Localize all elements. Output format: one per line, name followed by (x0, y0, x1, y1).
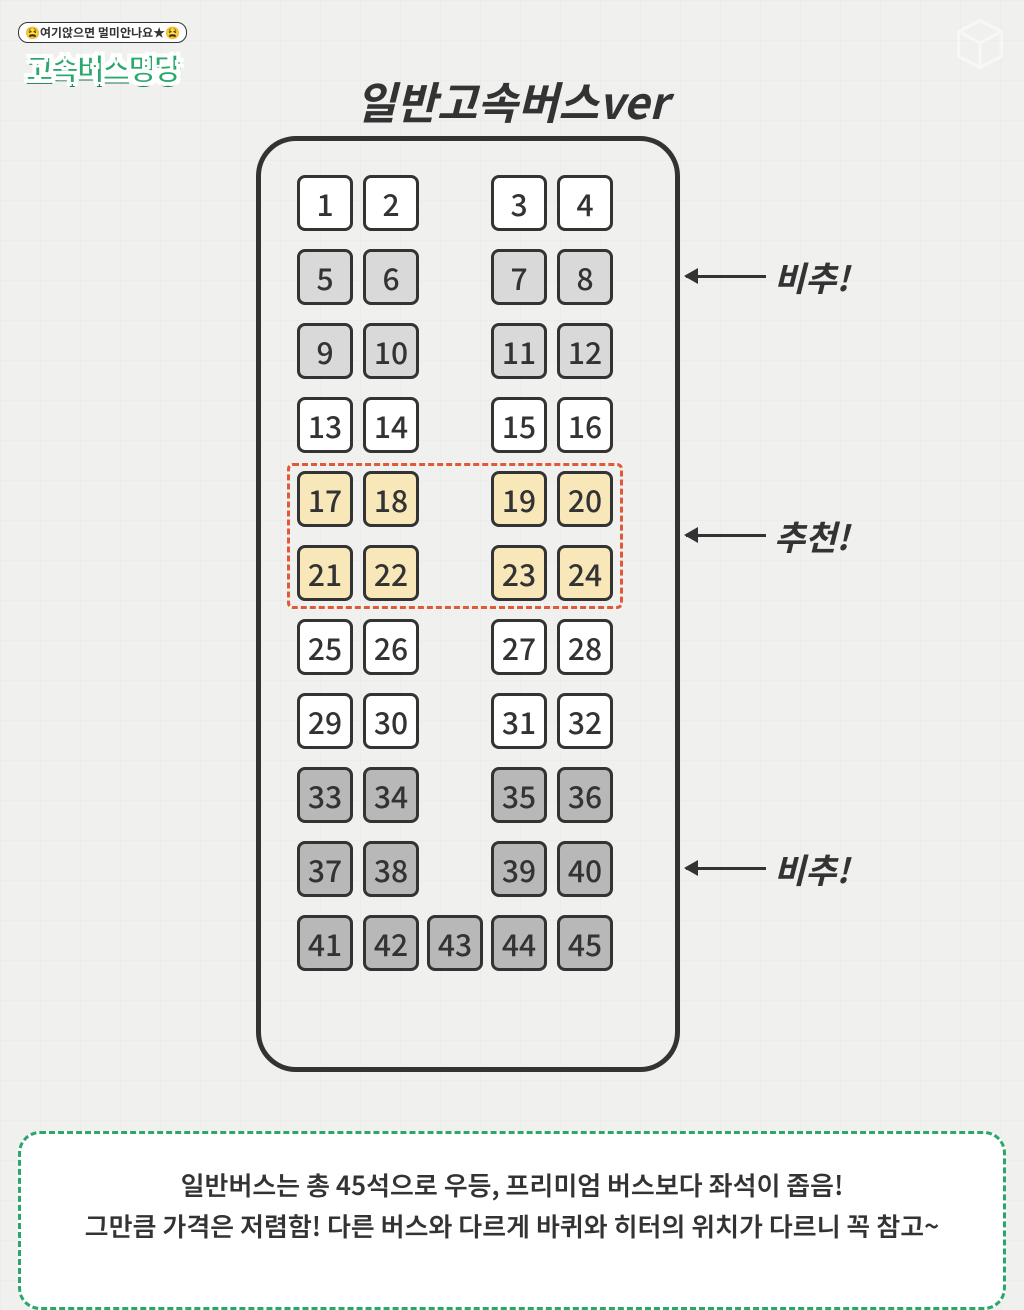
seat-16: 16 (557, 397, 613, 453)
seat-28: 28 (557, 619, 613, 675)
arrow-icon (686, 275, 766, 278)
seat-32: 32 (557, 693, 613, 749)
annotation-label: 비추! (774, 844, 849, 893)
footer-line-2: 그만큼 가격은 저렴함! 다른 버스와 다르게 바퀴와 히터의 위치가 다르니 … (41, 1205, 983, 1247)
seat-10: 10 (363, 323, 419, 379)
annotation-0: 비추! (686, 252, 849, 301)
arrow-icon (686, 867, 766, 870)
seat-34: 34 (363, 767, 419, 823)
annotation-label: 비추! (774, 252, 849, 301)
bus-seatmap-frame: 1234567891011121314151617181920212223242… (256, 136, 680, 1072)
seat-26: 26 (363, 619, 419, 675)
seat-6: 6 (363, 249, 419, 305)
seat-38: 38 (363, 841, 419, 897)
seat-15: 15 (491, 397, 547, 453)
seat-43: 43 (427, 915, 483, 971)
footer-note-box: 일반버스는 총 45석으로 우등, 프리미엄 버스보다 좌석이 좁음! 그만큼 … (18, 1131, 1006, 1310)
seat-25: 25 (297, 619, 353, 675)
logo-tagline: 😫여기앉으면 멀미안나요★😫 (18, 22, 187, 43)
footer-line-1: 일반버스는 총 45석으로 우등, 프리미엄 버스보다 좌석이 좁음! (41, 1164, 983, 1206)
seat-4: 4 (557, 175, 613, 231)
annotation-1: 추천! (686, 511, 849, 560)
seat-39: 39 (491, 841, 547, 897)
recommended-seats-highlight (287, 463, 623, 609)
arrow-icon (686, 534, 766, 537)
seat-29: 29 (297, 693, 353, 749)
seat-14: 14 (363, 397, 419, 453)
seat-9: 9 (297, 323, 353, 379)
seat-33: 33 (297, 767, 353, 823)
seat-40: 40 (557, 841, 613, 897)
seat-31: 31 (491, 693, 547, 749)
watermark-cube-icon (952, 16, 1008, 72)
seat-13: 13 (297, 397, 353, 453)
seat-36: 36 (557, 767, 613, 823)
seat-12: 12 (557, 323, 613, 379)
seat-45: 45 (557, 915, 613, 971)
seat-35: 35 (491, 767, 547, 823)
seat-42: 42 (363, 915, 419, 971)
seat-7: 7 (491, 249, 547, 305)
seat-11: 11 (491, 323, 547, 379)
seat-5: 5 (297, 249, 353, 305)
seat-44: 44 (491, 915, 547, 971)
annotation-2: 비추! (686, 844, 849, 893)
seat-3: 3 (491, 175, 547, 231)
seat-8: 8 (557, 249, 613, 305)
page-title: 일반고속버스ver (0, 68, 1024, 132)
seat-1: 1 (297, 175, 353, 231)
seat-41: 41 (297, 915, 353, 971)
annotation-label: 추천! (774, 511, 849, 560)
seat-37: 37 (297, 841, 353, 897)
seat-2: 2 (363, 175, 419, 231)
seat-27: 27 (491, 619, 547, 675)
seat-30: 30 (363, 693, 419, 749)
